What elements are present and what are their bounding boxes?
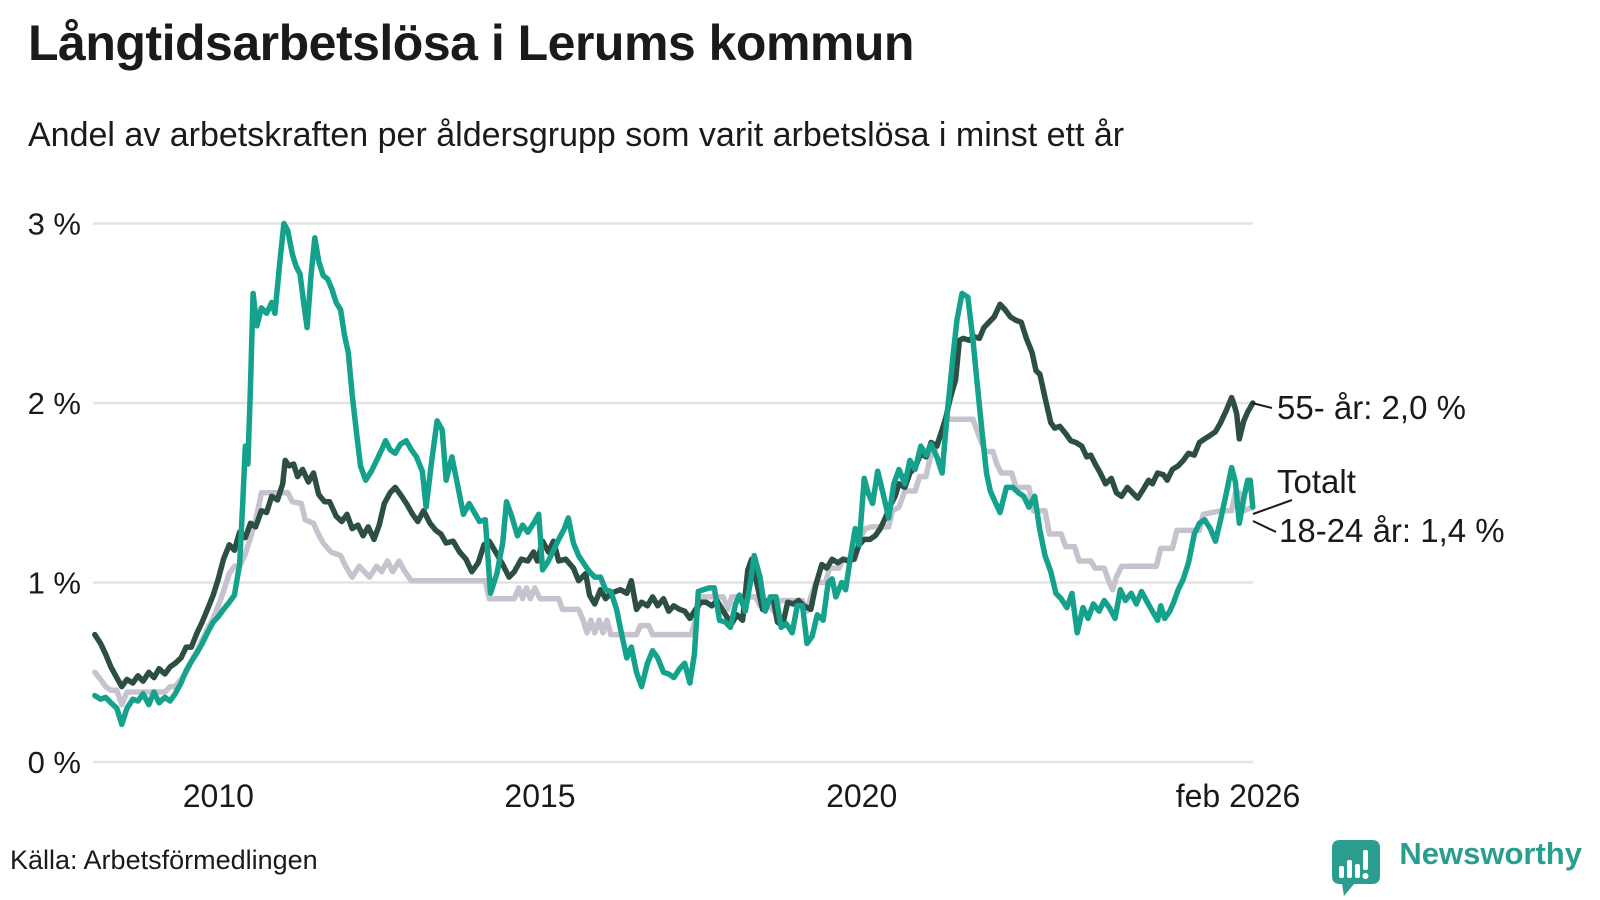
bar-glyph <box>1347 860 1352 878</box>
chart-subtitle: Andel av arbetskraften per åldersgrupp s… <box>28 116 1125 154</box>
exclamation-dot <box>1362 873 1369 879</box>
source-note: Källa: Arbetsförmedlingen <box>10 845 318 875</box>
page-title: Långtidsarbetslösa i Lerums kommun <box>28 15 914 71</box>
y-tick-label: 2 % <box>28 386 81 421</box>
x-tick-label-2015: 2015 <box>504 778 575 814</box>
brand-logo: Newsworthy <box>1399 836 1582 872</box>
y-tick-label: 3 % <box>28 207 81 242</box>
end-label-18-24år: 18-24 år: 1,4 % <box>1279 512 1505 549</box>
x-tick-label-2020: 2020 <box>826 778 897 814</box>
bar-glyph <box>1355 864 1360 878</box>
series-line-18-24år <box>92 220 1256 728</box>
y-tick-label: 0 % <box>28 745 81 780</box>
series-lines <box>92 220 1256 728</box>
series-end-labels: 55- år: 2,0 % Totalt 18-24 år: 1,4 % <box>1251 389 1505 549</box>
leader-line <box>1251 402 1273 409</box>
leader-line <box>1252 499 1293 515</box>
newsworthy-speech-bubble-bar-chart-icon <box>1332 840 1380 896</box>
end-label-55-år: 55- år: 2,0 % <box>1277 389 1466 426</box>
x-tick-label-feb-2026: feb 2026 <box>1176 778 1301 814</box>
y-axis-tick-labels: 0 % 1 % 2 % 3 % <box>28 207 81 781</box>
x-axis-tick-labels: 2010 2015 2020 feb 2026 <box>183 778 1301 814</box>
exclamation-bar <box>1363 850 1368 870</box>
end-label-Totalt: Totalt <box>1277 463 1356 500</box>
x-tick-label-2010: 2010 <box>183 778 254 814</box>
bar-glyph <box>1339 866 1344 878</box>
leader-line <box>1252 520 1277 533</box>
y-tick-label: 1 % <box>28 566 81 601</box>
series-line-Totalt <box>92 416 1256 708</box>
brand-wordmark: Newsworthy <box>1399 836 1582 871</box>
